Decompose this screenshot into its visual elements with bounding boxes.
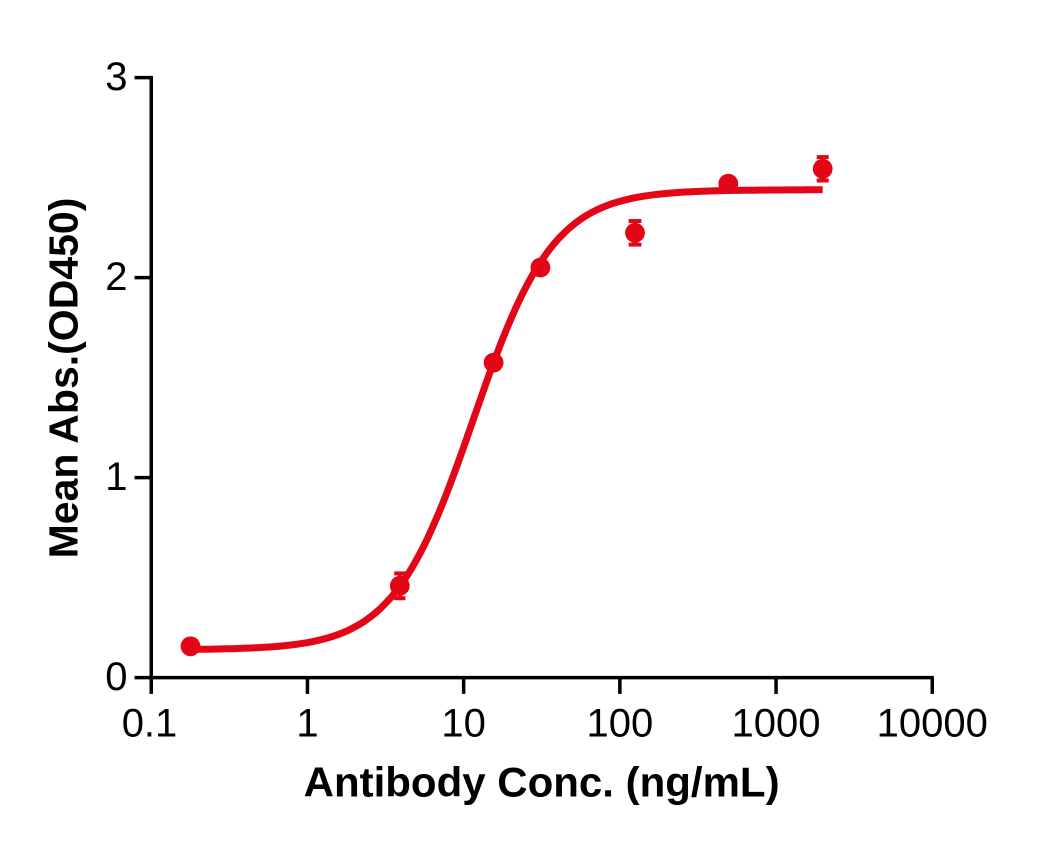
- svg-text:0: 0: [105, 655, 127, 699]
- svg-text:1: 1: [296, 702, 318, 746]
- svg-text:0.1: 0.1: [122, 702, 178, 746]
- svg-text:1: 1: [105, 455, 127, 499]
- svg-text:2: 2: [105, 255, 127, 299]
- svg-text:100: 100: [586, 702, 653, 746]
- svg-text:Mean Abs.(OD450): Mean Abs.(OD450): [41, 198, 87, 559]
- svg-text:10: 10: [441, 702, 486, 746]
- svg-text:1000: 1000: [732, 702, 821, 746]
- svg-text:3: 3: [105, 55, 127, 99]
- svg-text:Antibody Conc. (ng/mL): Antibody Conc. (ng/mL): [304, 758, 780, 805]
- svg-text:10000: 10000: [877, 702, 988, 746]
